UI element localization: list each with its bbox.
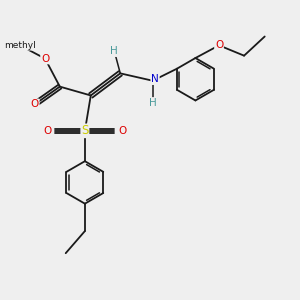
Text: H: H <box>149 98 157 108</box>
Text: S: S <box>81 124 88 137</box>
Text: O: O <box>215 40 223 50</box>
Text: O: O <box>31 99 39 109</box>
Text: O: O <box>118 126 127 136</box>
Text: H: H <box>110 46 118 56</box>
Text: N: N <box>151 74 159 84</box>
Text: O: O <box>43 126 51 136</box>
Text: O: O <box>41 54 49 64</box>
Text: methyl: methyl <box>4 41 36 50</box>
